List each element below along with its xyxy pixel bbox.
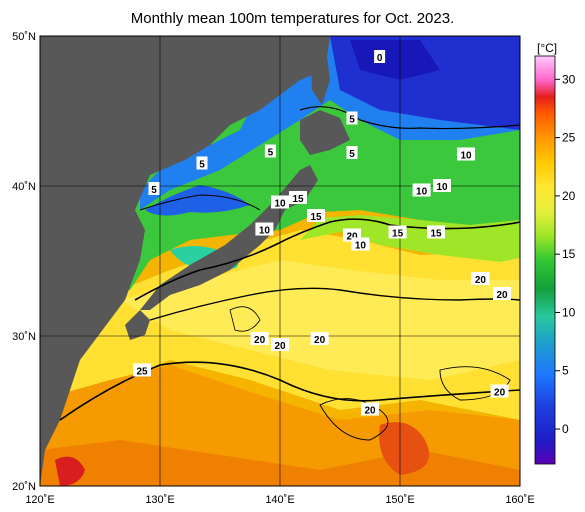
longitude-tick-label: 160˚E <box>505 494 534 506</box>
contour-label-text: 20 <box>314 335 326 346</box>
contour-label-text: 20 <box>496 290 508 301</box>
colorbar-unit-label: [°C] <box>537 41 557 55</box>
contour-label-text: 20 <box>346 232 358 243</box>
contour-label-box <box>346 111 358 125</box>
contour-label: 20 <box>490 384 509 399</box>
map-frame <box>39 35 521 487</box>
longitude-tick-label: 130˚E <box>145 494 174 506</box>
contour-label-text: 15 <box>292 194 304 205</box>
contour-label-text: 20 <box>364 406 376 417</box>
contour-label: 15 <box>427 225 445 240</box>
colorbar: [°C] 0 5 10 15 20 25 30 <box>534 41 576 465</box>
contour-label-box <box>310 332 329 345</box>
contour-label-box <box>351 237 370 251</box>
contour-label-text: 15 <box>310 212 322 223</box>
latitude-tick-label: 20˚N <box>12 481 36 493</box>
colorbar-tick-label: 5 <box>562 364 569 378</box>
contour-label-box <box>493 287 511 300</box>
contour-label: 10 <box>255 222 274 237</box>
contour-label-box <box>374 50 386 63</box>
contour-label: 10 <box>457 147 475 162</box>
longitude-labels: 120˚E 130˚E 140˚E 150˚E 160˚E <box>25 494 534 506</box>
contour-label: 5 <box>196 156 208 171</box>
contour-label: 20 <box>493 287 511 301</box>
contour-label-text: 20 <box>274 341 286 352</box>
latitude-labels: 20˚N 30˚N 40˚N 50˚N <box>12 31 36 493</box>
longitude-tick-label: 150˚E <box>385 494 414 506</box>
contour-label-box <box>412 183 431 197</box>
contour-label-text: 10 <box>460 151 472 162</box>
contour-label-box <box>271 195 289 209</box>
contour-label: 10 <box>433 179 451 193</box>
colorbar-ticks: 0 5 10 15 20 25 30 <box>555 72 576 436</box>
map-title: Monthly mean 100m temperatures for Oct. … <box>130 10 455 27</box>
contour-label: 10 <box>271 195 289 210</box>
contour-label: 5 <box>264 144 276 159</box>
contour-label: 20 <box>471 272 490 286</box>
contour-label-text: 20 <box>254 335 266 346</box>
colorbar-tick-label: 30 <box>562 72 576 86</box>
contour-label-box <box>271 338 289 351</box>
contour-label-text: 5 <box>199 160 205 171</box>
contour-label-box <box>148 182 160 195</box>
contour-label: 15 <box>388 225 407 240</box>
colorbar-tick-label: 15 <box>562 247 576 261</box>
contour-label-text: 10 <box>274 199 286 210</box>
contour-label: 10 <box>412 183 431 198</box>
contour-label: 5 <box>148 182 160 196</box>
contour-label: 20 <box>361 402 379 417</box>
contour-label-text: 10 <box>436 182 448 193</box>
colorbar-gradient <box>534 55 556 465</box>
contour-label-text: 10 <box>416 187 428 198</box>
colorbar-tick-label: 0 <box>562 422 569 436</box>
longitude-tick-label: 120˚E <box>25 494 54 506</box>
contour-label-box <box>361 402 379 416</box>
contour-label-box <box>388 225 407 239</box>
colorbar-tick-label: 25 <box>562 131 576 145</box>
contour-label-box <box>433 179 451 192</box>
contour-label-box <box>250 332 269 345</box>
contour-label: 5 <box>346 111 358 126</box>
latitude-tick-label: 30˚N <box>12 331 36 343</box>
contour-label-box <box>346 146 358 159</box>
contour-label-box <box>457 147 475 161</box>
contour-label: 10 <box>351 237 370 252</box>
latitude-tick-label: 40˚N <box>12 181 36 193</box>
contour-label-text: 15 <box>392 229 404 240</box>
contour-label: 25 <box>133 363 151 378</box>
contour-label-text: 5 <box>349 149 355 160</box>
contour-label-box <box>490 384 509 398</box>
colorbar-tick-label: 20 <box>562 189 576 203</box>
contour-label-text: 10 <box>355 241 367 252</box>
contour-label-text: 5 <box>268 148 274 159</box>
contour-label-box <box>264 144 276 158</box>
contour-label: 20 <box>250 332 269 346</box>
contour-label-box <box>427 225 445 239</box>
latitude-tick-label: 50˚N <box>12 31 36 43</box>
contour-label: 5 <box>346 146 358 160</box>
contour-label-text: 25 <box>136 367 148 378</box>
contour-label: 20 <box>310 332 329 346</box>
contour-label-box <box>255 222 274 236</box>
contour-label: 20 <box>271 338 289 352</box>
contour-label-box <box>196 156 208 170</box>
contour-label-text: 5 <box>349 115 355 126</box>
colorbar-tick-label: 10 <box>562 305 576 319</box>
contour-label-box <box>471 272 490 285</box>
longitude-tick-label: 140˚E <box>265 494 294 506</box>
contour-label-text: 20 <box>494 388 506 399</box>
contour-label-box <box>307 209 325 222</box>
contour-label-box <box>289 191 307 204</box>
contour-label-box <box>133 363 151 377</box>
contour-label-text: 10 <box>259 226 271 237</box>
contour-label-text: 15 <box>430 229 442 240</box>
contour-label: 15 <box>307 209 325 223</box>
contour-label-text: 5 <box>151 185 157 196</box>
contour-label: 15 <box>289 191 307 205</box>
contour-label: 0 <box>374 50 386 64</box>
contour-label-text: 0 <box>377 53 383 64</box>
contour-label-text: 20 <box>475 275 487 286</box>
